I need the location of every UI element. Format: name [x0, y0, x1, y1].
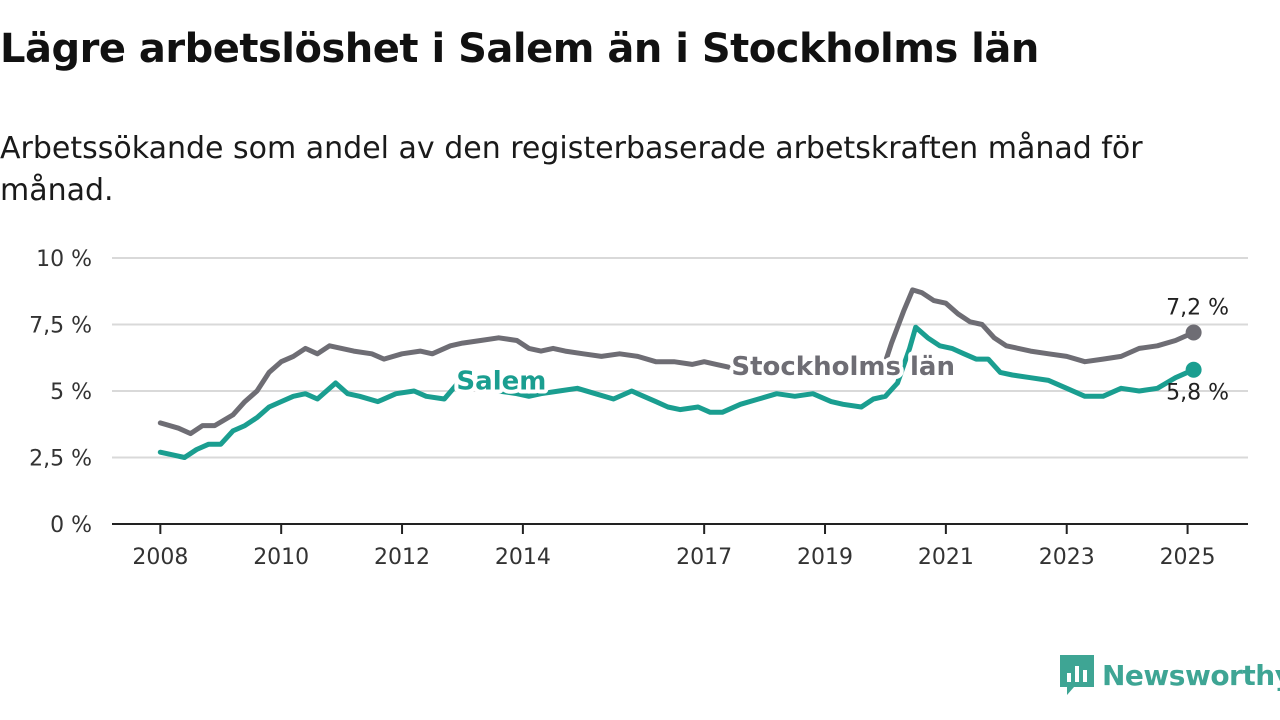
x-tick-label: 2021 [918, 545, 974, 570]
x-tick-label: 2014 [495, 545, 551, 570]
x-tick-label: 2023 [1039, 545, 1095, 570]
end-value-label: 7,2 % [1166, 295, 1229, 320]
series-line-salem [157, 324, 1197, 460]
series-label: Stockholms län [731, 352, 955, 382]
x-tick-label: 2012 [374, 545, 430, 570]
chart-title: Lägre arbetslöshet i Salem än i Stockhol… [0, 26, 1039, 72]
y-tick-label: 10 % [36, 247, 92, 272]
line-chart: 0 % 2,5 % 5 % 7,5 % 10 % 2008 2010 2012 2014 2017… [29, 247, 1248, 570]
end-value-label: 5,8 % [1166, 381, 1229, 406]
y-tick-label: 2,5 % [29, 447, 92, 472]
x-tick-label: 2019 [797, 545, 853, 570]
newsworthy-logo-icon [1060, 655, 1094, 695]
y-tick-label: 0 % [50, 513, 92, 538]
series-line-stockholms-l-n [157, 287, 1197, 437]
series-label: Salem [456, 367, 546, 397]
y-tick-label: 7,5 % [29, 314, 92, 339]
end-marker-salem [1185, 361, 1202, 378]
end-marker-stockholms-l-n [1185, 324, 1202, 341]
x-tick-label: 2010 [253, 545, 309, 570]
y-tick-label: 5 % [50, 380, 92, 405]
x-tick-label: 2025 [1160, 545, 1216, 570]
brand-name: Newsworthy [1102, 658, 1280, 692]
brand-logo: Newsworthy [1060, 654, 1280, 696]
chart-subtitle: Arbetssökande som andel av den registerb… [0, 131, 1143, 208]
x-tick-label: 2017 [676, 545, 732, 570]
x-tick-label: 2008 [132, 545, 188, 570]
